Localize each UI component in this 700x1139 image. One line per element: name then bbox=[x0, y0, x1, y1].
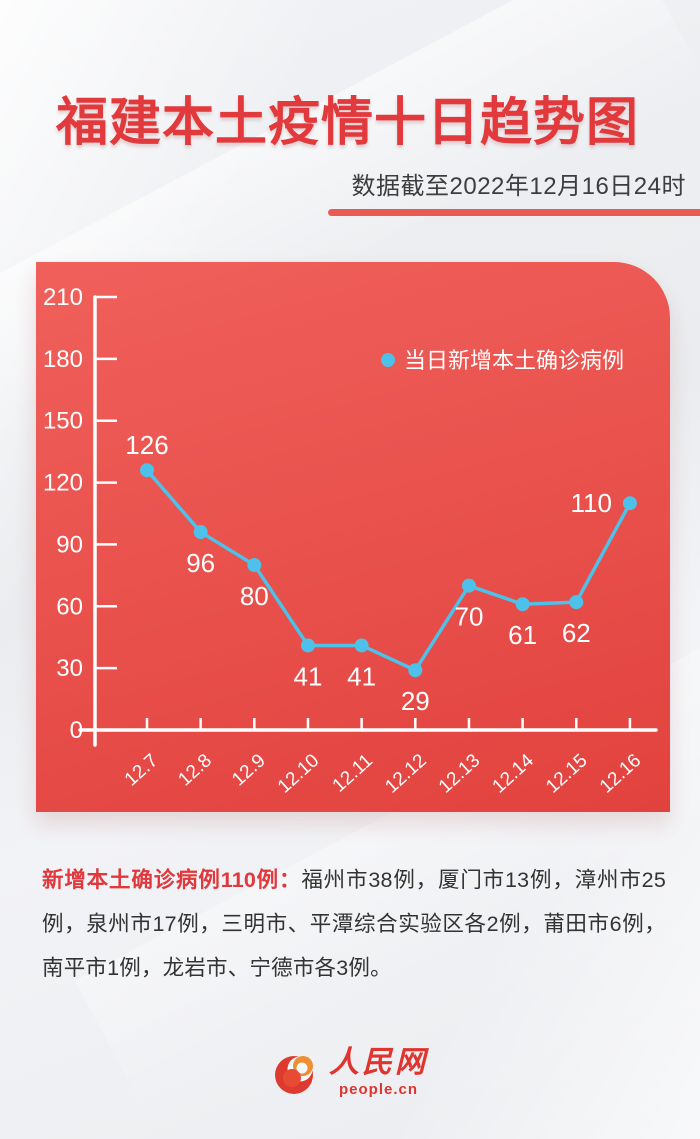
subtitle-underline bbox=[328, 209, 700, 216]
data-point-label: 126 bbox=[125, 430, 168, 460]
data-point bbox=[300, 638, 315, 653]
data-point bbox=[140, 463, 154, 478]
data-point-label: 96 bbox=[186, 548, 215, 578]
data-cutoff-block: 数据截至2022年12月16日24时 bbox=[328, 166, 700, 216]
x-tick-label: 12.8 bbox=[174, 750, 216, 790]
people-cn-logo-icon bbox=[275, 1056, 313, 1094]
data-point bbox=[461, 578, 476, 593]
x-tick-label: 12.13 bbox=[435, 750, 484, 797]
data-point bbox=[193, 525, 208, 540]
data-point-label: 41 bbox=[347, 661, 376, 691]
logo-domain: people.cn bbox=[338, 1081, 418, 1098]
y-tick-label: 0 bbox=[70, 717, 83, 744]
data-point-label: 70 bbox=[454, 602, 483, 632]
data-point bbox=[515, 597, 530, 612]
x-tick-label: 12.16 bbox=[596, 750, 645, 797]
note-body: 福州市38例，厦门市13例，漳州市25例，泉州市17例，三明市、平潭综合实验区各… bbox=[42, 868, 666, 980]
data-point bbox=[569, 595, 584, 610]
data-point-label: 62 bbox=[562, 618, 591, 648]
y-tick-label: 30 bbox=[56, 655, 83, 682]
case-breakdown-note: 新增本土确诊病例110例：福州市38例，厦门市13例，漳州市25例，泉州市17例… bbox=[42, 858, 666, 990]
y-tick-label: 150 bbox=[43, 408, 83, 435]
data-point-label: 110 bbox=[570, 488, 611, 518]
x-tick-label: 12.15 bbox=[542, 750, 591, 797]
x-tick-label: 12.10 bbox=[274, 750, 323, 797]
people-cn-logo-text: 人民网 people.cn bbox=[329, 1046, 428, 1099]
legend-marker bbox=[381, 353, 395, 367]
x-tick-label: 12.11 bbox=[329, 750, 377, 796]
data-cutoff-note: 数据截至2022年12月16日24时 bbox=[351, 173, 686, 200]
note-lead: 新增本土确诊病例110例： bbox=[42, 868, 302, 892]
data-point bbox=[622, 496, 637, 511]
logo-chinese-name: 人民网 bbox=[329, 1046, 428, 1079]
x-tick-label: 12.7 bbox=[121, 750, 163, 790]
data-point bbox=[247, 558, 262, 573]
x-tick-label: 12.12 bbox=[381, 750, 430, 797]
legend-label: 当日新增本土确诊病例 bbox=[404, 348, 624, 373]
y-tick-label: 60 bbox=[56, 593, 83, 620]
data-point-label: 61 bbox=[508, 620, 537, 650]
data-point bbox=[354, 638, 369, 653]
x-tick-label: 12.9 bbox=[228, 750, 270, 790]
y-tick-label: 120 bbox=[43, 470, 83, 497]
trend-line bbox=[145, 468, 632, 672]
y-tick-label: 180 bbox=[43, 346, 83, 373]
people-cn-logo: 人民网 people.cn bbox=[272, 1048, 428, 1098]
data-point bbox=[408, 663, 423, 678]
chart-card: 0 30 60 90 120 150 180 210 12.7 12.8 12.9 12.10 12.1… bbox=[36, 262, 670, 812]
data-point-label: 29 bbox=[401, 686, 430, 716]
y-tick-label: 210 bbox=[43, 284, 83, 311]
x-tick-label: 12.14 bbox=[489, 750, 539, 798]
y-tick-label: 90 bbox=[56, 531, 83, 558]
data-point-label: 41 bbox=[294, 661, 323, 691]
page-title: 福建本土疫情十日趋势图 bbox=[56, 94, 640, 152]
data-point-label: 80 bbox=[240, 581, 269, 611]
